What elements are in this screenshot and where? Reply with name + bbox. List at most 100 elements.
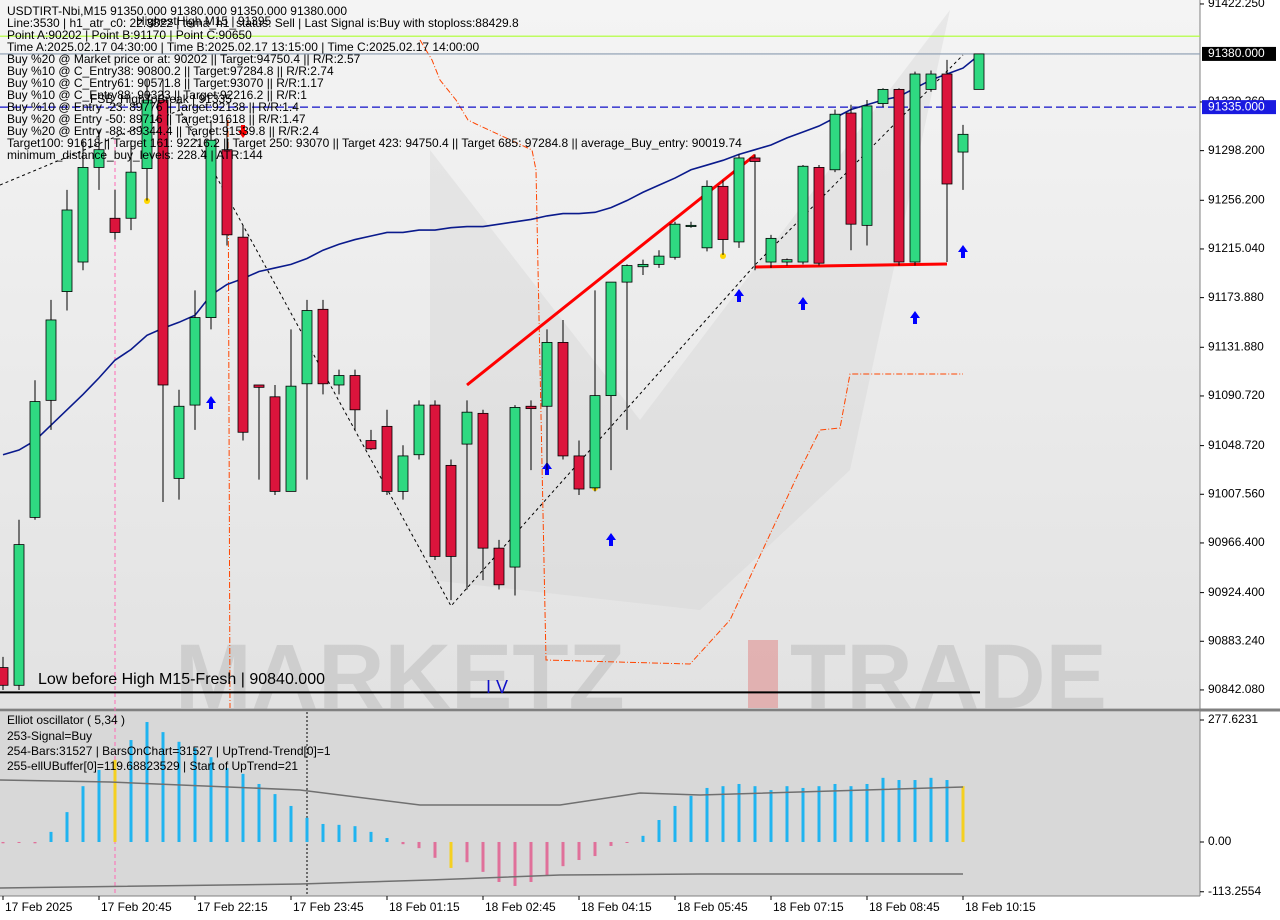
x-tick-label: 17 Feb 23:45: [293, 900, 364, 914]
osc-bar: [769, 790, 773, 842]
x-tick-label: 18 Feb 08:45: [869, 900, 940, 914]
y-tick-label: 91131.880: [1208, 339, 1264, 353]
osc-bar: [849, 786, 853, 842]
y-tick-label: 91256.200: [1208, 192, 1265, 206]
candle-body: [29, 401, 41, 518]
candle-body: [813, 167, 825, 264]
candle-body: [333, 375, 345, 386]
candle-body: [797, 165, 809, 263]
candle-body: [157, 99, 169, 386]
candle-body: [573, 455, 585, 490]
osc-bar: [273, 794, 277, 842]
osc-bar: [801, 787, 805, 842]
candle-body: [413, 404, 425, 456]
candle-body: [637, 263, 649, 268]
osc-bar: [545, 841, 549, 876]
candle-body: [589, 395, 601, 489]
candle-body: [461, 411, 473, 445]
x-tick-label: 18 Feb 02:45: [485, 900, 556, 914]
y-tick-label: 91215.040: [1208, 241, 1265, 255]
candle-body: [957, 133, 969, 153]
osc-bar: [529, 841, 533, 882]
orange-channel: [227, 119, 231, 709]
info-line: Buy %10 @ C_Entry38: 90800.2 || Target:9…: [7, 64, 334, 78]
x-tick-label: 18 Feb 10:15: [965, 900, 1036, 914]
info-line: Target100: 91618 || Target 161: 92216.2 …: [7, 136, 742, 150]
osc-bar: [97, 769, 101, 842]
annotation: Low before High M15-Fresh | 90840.000: [38, 671, 325, 688]
osc-bar: [145, 722, 149, 842]
watermark-text: TRADE: [790, 626, 1107, 728]
osc-bar: [641, 835, 645, 842]
osc-bar: [417, 841, 421, 849]
price-label-box: [1202, 100, 1276, 115]
y-tick-label: 91298.200: [1208, 143, 1265, 157]
candle-body: [493, 547, 505, 586]
y-tick-label: -113.2554: [1208, 884, 1261, 898]
candle-body: [557, 342, 569, 457]
osc-bar: [17, 841, 21, 843]
candle-body: [77, 167, 89, 263]
candle-body: [781, 259, 793, 263]
candle-body: [925, 73, 937, 90]
osc-bar: [433, 841, 437, 858]
watermark-bar: [748, 640, 778, 708]
osc-bar: [241, 773, 245, 842]
candle-body: [765, 237, 777, 263]
y-tick-label: 91090.720: [1208, 388, 1265, 402]
osc-bar: [225, 768, 229, 842]
osc-bar: [193, 747, 197, 842]
osc-bar: [65, 812, 69, 842]
candle-body: [397, 455, 409, 492]
price-label: 91335.000: [1208, 99, 1265, 113]
osc-bar: [593, 841, 597, 857]
annotation: HighestHigh M15 | 91395: [136, 14, 272, 28]
candle-body: [205, 139, 217, 318]
y-tick-label: 91173.880: [1208, 290, 1264, 304]
osc-bar: [561, 841, 565, 867]
y-tick-label: 277.6231: [1208, 712, 1258, 726]
info-line: Buy %20 @ Entry -88: 89344.4 || Target:9…: [7, 124, 319, 138]
candle-body: [301, 310, 313, 385]
candle-body: [445, 464, 457, 557]
price-label: 91380.000: [1208, 46, 1265, 60]
oscillator-panel: [0, 712, 1200, 896]
osc-bar: [897, 780, 901, 842]
candle-body: [525, 405, 537, 410]
candle-body: [61, 209, 73, 292]
osc-band: [0, 873, 963, 889]
info-line: Time A:2025.02.17 04:30:00 | Time B:2025…: [7, 40, 479, 54]
watermark-text: MARKETZ: [175, 626, 625, 728]
candle-body: [381, 425, 393, 492]
candle-body: [125, 171, 137, 219]
candle-body: [237, 236, 249, 433]
candle-body: [317, 308, 329, 385]
osc-bar: [833, 783, 837, 842]
candle-body: [701, 185, 713, 249]
osc-bar: [961, 786, 965, 842]
candle-body: [109, 217, 121, 233]
osc-info: 255-ellUBuffer[0]=119.68823529 | Start o…: [7, 759, 298, 773]
osc-bar: [737, 783, 741, 842]
osc-bar: [817, 786, 821, 842]
osc-bar: [689, 795, 693, 842]
osc-info: 253-Signal=Buy: [7, 729, 92, 743]
candle-body: [189, 317, 201, 406]
osc-bar: [369, 831, 373, 842]
candle-body: [221, 149, 233, 236]
osc-title: Elliot oscillator ( 5,34 ): [7, 713, 125, 727]
osc-bar: [385, 838, 389, 842]
candle-body: [973, 53, 985, 90]
osc-bar: [913, 780, 917, 842]
osc-bar: [929, 777, 933, 842]
annotation: FSB_HighToBreak | 91335: [90, 92, 232, 106]
candle-body: [365, 440, 377, 450]
sell-arrow: [238, 125, 248, 138]
candle-body: [13, 544, 25, 686]
osc-bar: [721, 786, 725, 842]
candle-body: [285, 385, 297, 492]
x-tick-label: 17 Feb 20:45: [101, 900, 172, 914]
info-line: minimum_distance_buy_levels: 228.4 | ATR…: [7, 148, 263, 162]
